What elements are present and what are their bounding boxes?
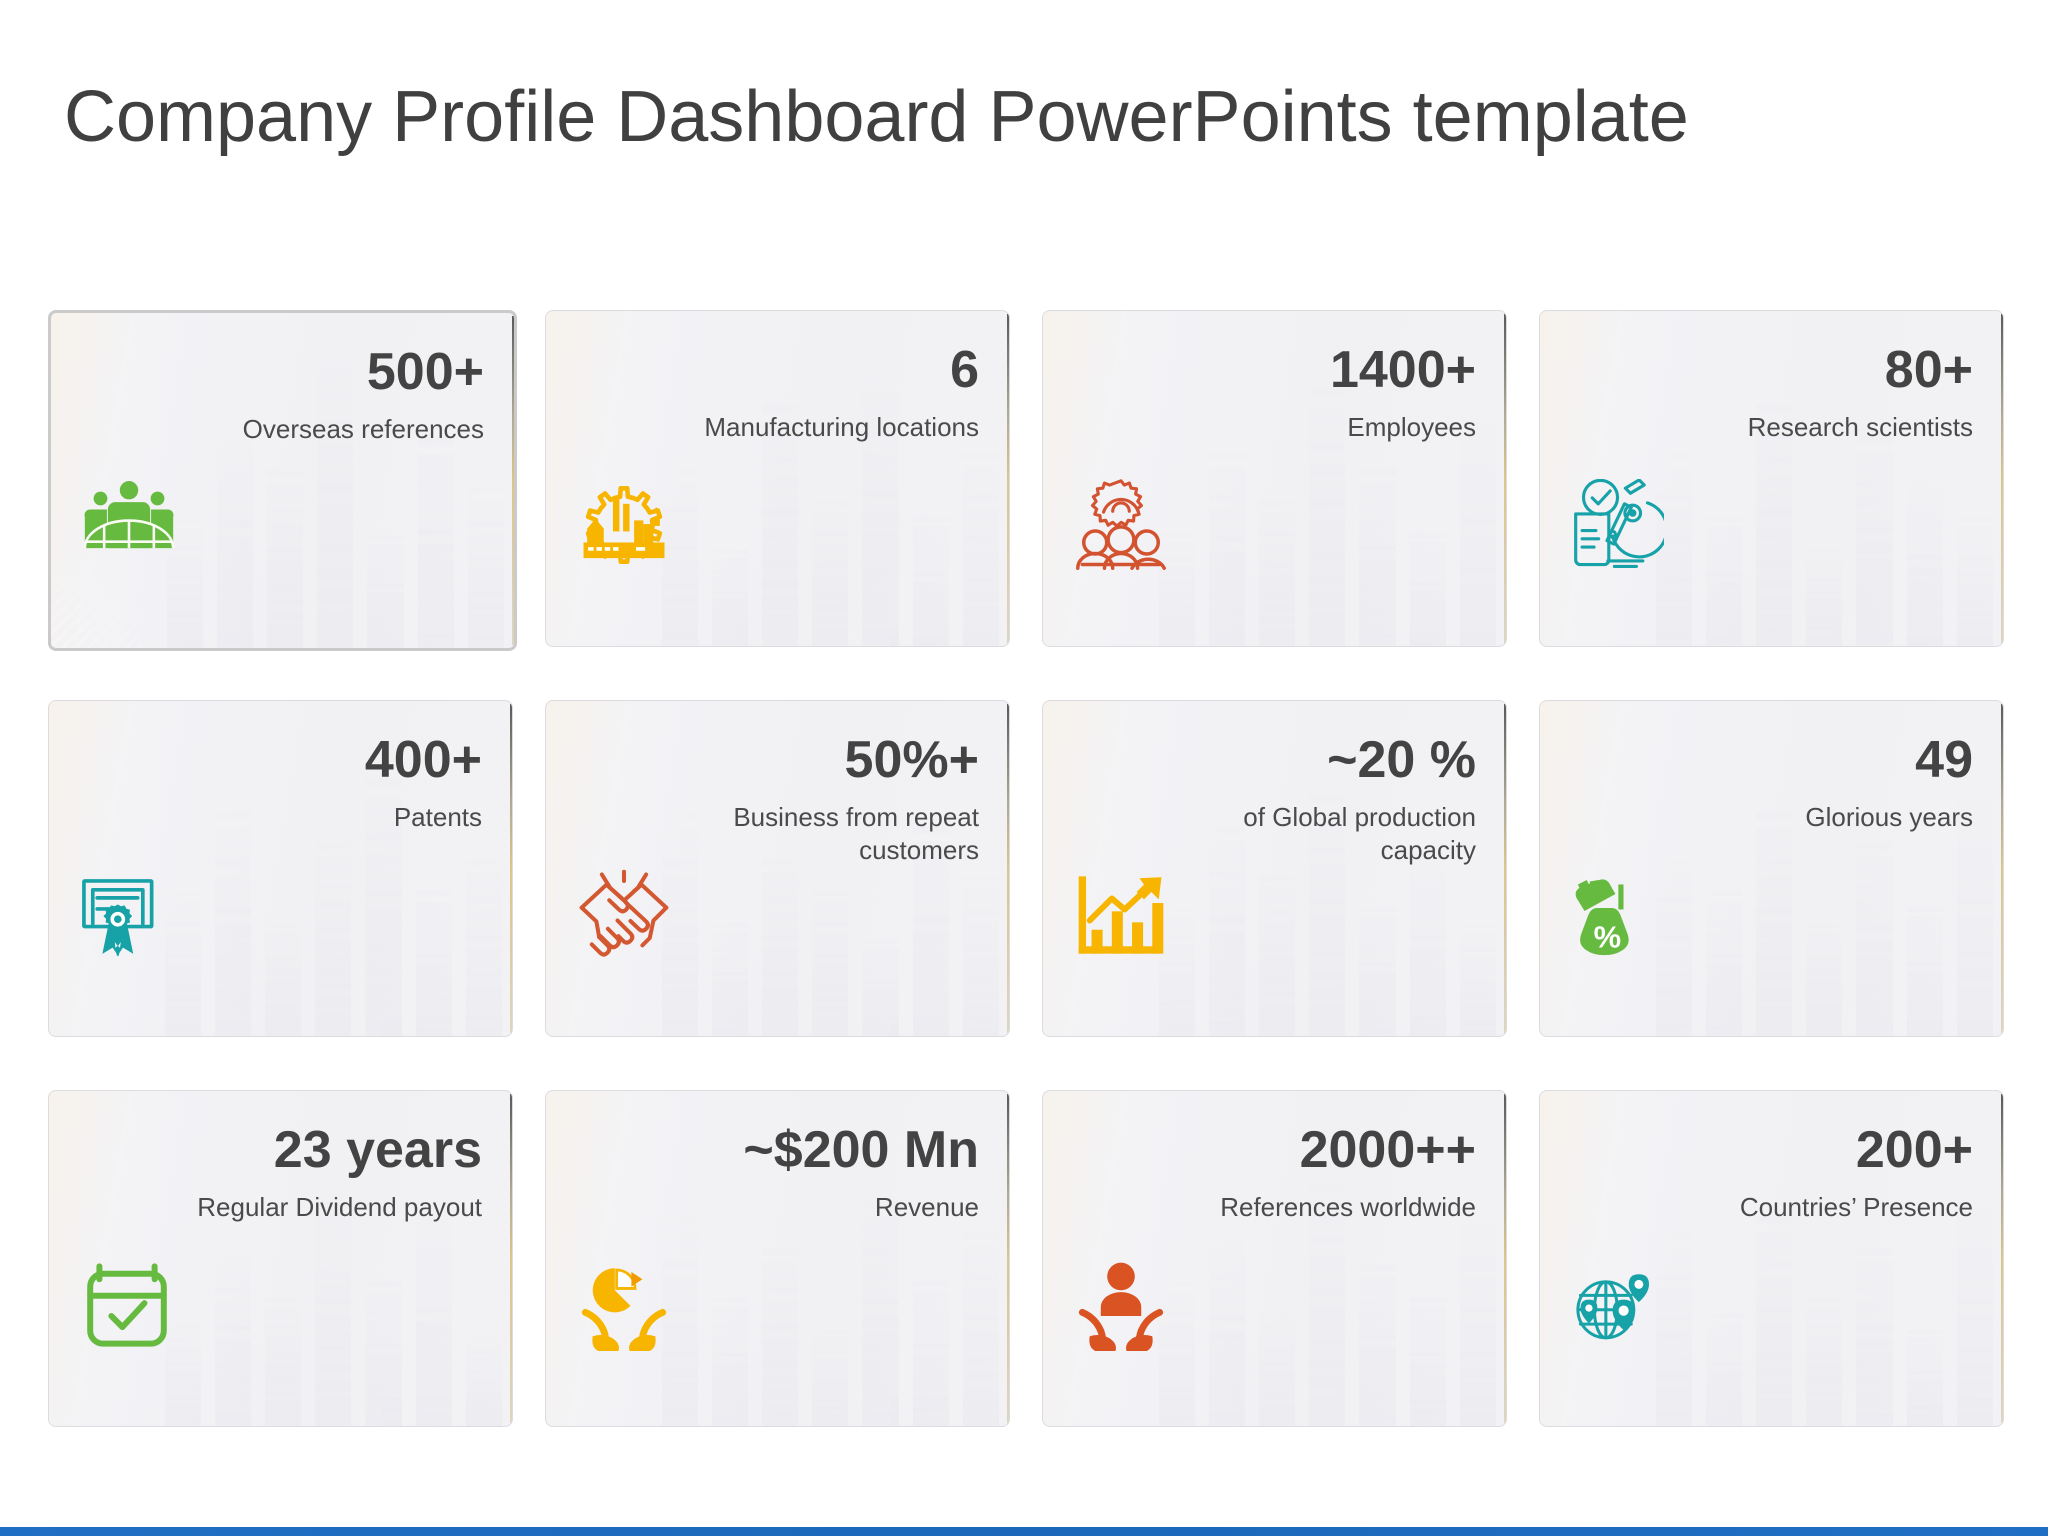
svg-text:%: % xyxy=(1594,920,1621,955)
